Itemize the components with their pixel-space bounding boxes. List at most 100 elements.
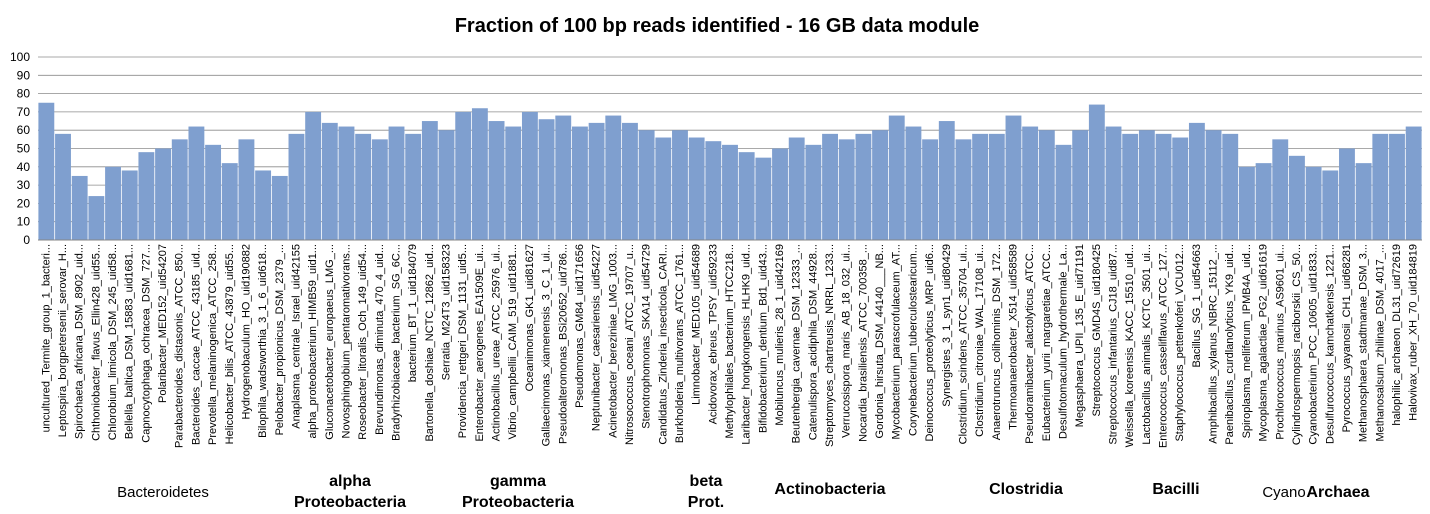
x-tick-label: Brevundimonas_diminuta_470_4_uid... bbox=[374, 244, 386, 435]
bar bbox=[555, 115, 572, 240]
x-tick-label: Gluconacetobacter_europaeus_LMG_... bbox=[324, 244, 336, 440]
bar bbox=[972, 133, 989, 240]
x-tick-label: Candidatus_Zinderia_insecticola_CARI... bbox=[657, 244, 669, 445]
bar bbox=[1188, 122, 1205, 240]
bar bbox=[255, 170, 272, 240]
bar bbox=[822, 133, 838, 240]
y-tick-label: 70 bbox=[17, 105, 31, 119]
x-tick-label: Streptococcus_infantarius_CJ18_uid87... bbox=[1108, 244, 1120, 445]
y-tick-label: 40 bbox=[17, 160, 31, 174]
bar bbox=[1405, 126, 1422, 240]
x-tick-label: Anaerotruncus_colihominis_DSM_172... bbox=[991, 244, 1003, 440]
chart-title: Fraction of 100 bp reads identified - 16… bbox=[455, 15, 980, 37]
x-tick-label: bacterium_BT_1_uid184079 bbox=[407, 244, 419, 382]
x-tick-label: Pseudoalteromonas_BSi20652_uid786... bbox=[557, 244, 569, 444]
x-tick-label: Bellella_baltica_DSM_15883_uid1681... bbox=[124, 244, 136, 439]
y-tick-label: 80 bbox=[17, 87, 31, 101]
bar bbox=[571, 126, 588, 240]
bar bbox=[38, 102, 55, 240]
x-tick-label: Stenotrophomonas_SKA14_uid54729 bbox=[641, 244, 653, 429]
y-tick-label: 20 bbox=[17, 196, 31, 210]
x-tick-label: Gordonia_hirsuta_DSM_44140___NB... bbox=[874, 244, 886, 438]
bar bbox=[1172, 137, 1189, 240]
x-tick-label: Spirochaeta_africana_DSM_8902_uid... bbox=[74, 244, 86, 439]
x-tick-label: Spiroplasma_melliferum_IPMB4A_uid... bbox=[1241, 244, 1253, 438]
bar bbox=[471, 108, 488, 241]
bar bbox=[722, 144, 738, 240]
bar bbox=[872, 130, 889, 240]
bar bbox=[688, 137, 705, 240]
bar bbox=[1389, 133, 1405, 240]
bar bbox=[238, 139, 255, 240]
bar bbox=[855, 133, 872, 240]
bar bbox=[71, 175, 88, 240]
x-tick-label: Enterococcus_casseliflavus_ATCC_127... bbox=[1158, 244, 1170, 448]
x-tick-label: Nitrosococcus_oceani_ATCC_19707_u... bbox=[624, 244, 636, 445]
x-tick-label: Pseudomonas_GM84_uid171656 bbox=[574, 244, 586, 408]
bar bbox=[938, 121, 955, 240]
x-tick-label: Burkholderia_multivorans_ATCC_1761... bbox=[674, 244, 686, 443]
x-tick-label: Providencia_rettgeri_DSM_1131_uid5... bbox=[457, 244, 469, 438]
bar bbox=[305, 111, 322, 241]
bar bbox=[605, 115, 622, 240]
x-tick-label: Methanosphaera_stadtmanae_DSM_3... bbox=[1358, 244, 1370, 442]
group-label-line2: Proteobacteria bbox=[462, 494, 574, 511]
x-tick-label: Lactobacillus_animalis_KCTC_3501_ui... bbox=[1141, 244, 1153, 445]
bar bbox=[438, 130, 455, 240]
bar bbox=[538, 119, 555, 240]
x-tick-label: halophilic_archaeon_DL31_uid72619 bbox=[1391, 244, 1403, 426]
x-tick-label: Mycobacterium_parascrofulaceum_AT... bbox=[891, 244, 903, 439]
bar bbox=[121, 170, 138, 240]
bar bbox=[1272, 139, 1289, 240]
group-label: alpha bbox=[329, 473, 371, 490]
x-tick-label: Novosphingobium_pentaromativorans... bbox=[340, 244, 352, 438]
y-tick-label: 60 bbox=[17, 123, 31, 137]
x-tick-label: Hydrogenobaculum_HO_uid190882 bbox=[240, 244, 252, 420]
x-tick-label: Prochlorococcus_marinus_AS9601_ui... bbox=[1274, 244, 1286, 440]
bar bbox=[1372, 133, 1389, 240]
bar bbox=[355, 133, 372, 240]
x-tick-label: Verrucosispora_maris_AB_18_032_ui... bbox=[841, 244, 853, 438]
x-tick-label: Bradyrhizobiaceae_bacterium_SG_6C... bbox=[391, 244, 403, 441]
y-tick-label: 100 bbox=[10, 50, 30, 64]
group-label-line2: Proteobacteria bbox=[294, 494, 406, 511]
bar bbox=[288, 133, 305, 240]
x-tick-label: Vibrio_campbellii_CAIM_519_uid1881... bbox=[507, 244, 519, 439]
bar bbox=[371, 139, 388, 240]
bar bbox=[1005, 115, 1022, 240]
x-tick-label: Amphibacillus_xylanus_NBRC_15112_... bbox=[1208, 244, 1220, 444]
group-label: Clostridia bbox=[989, 481, 1063, 498]
x-tick-label: Clostridium_scindens_ATCC_35704_ui... bbox=[957, 244, 969, 444]
bar bbox=[588, 122, 605, 240]
bar bbox=[838, 139, 855, 240]
group-label-line2: Prot. bbox=[688, 494, 724, 511]
bar bbox=[405, 133, 422, 240]
x-tick-label: Serratia_M24T3_uid158323 bbox=[441, 244, 453, 380]
bar bbox=[271, 175, 288, 240]
x-tick-label: Prevotella_melaninogenica_ATCC_258... bbox=[207, 244, 219, 445]
bar bbox=[421, 121, 438, 240]
bar bbox=[88, 196, 105, 240]
bar bbox=[155, 148, 171, 240]
bar bbox=[788, 137, 805, 240]
x-tick-label: alpha_proteobacterium_HIMB59_uid1... bbox=[307, 244, 319, 438]
bar bbox=[1088, 104, 1105, 240]
bar bbox=[755, 157, 772, 240]
bar bbox=[1055, 144, 1072, 240]
x-tick-label: Acinetobacter_bereziniae_LMG_1003... bbox=[607, 244, 619, 438]
x-tick-label: Corynebacterium_tuberculostearicum... bbox=[907, 244, 919, 436]
bar bbox=[1155, 133, 1172, 240]
x-tick-label: Laribacter_hongkongensis_HLHK9_uid... bbox=[741, 244, 753, 445]
bar bbox=[188, 126, 205, 240]
y-tick-label: 10 bbox=[17, 215, 31, 229]
bar bbox=[905, 126, 922, 240]
bar bbox=[488, 121, 505, 240]
group-labels: Bacteroidetes alpha Proteobacteria gamma Pro… bbox=[117, 473, 1370, 511]
x-tick-label: Gallaecimonas_xiamenensis_3_C_1_ui... bbox=[541, 244, 553, 446]
bar bbox=[738, 152, 755, 240]
bar bbox=[205, 144, 222, 240]
x-tick-label: Halovivax_ruber_XH_70_uid184819 bbox=[1408, 244, 1420, 421]
x-tick-label: Synergistes_3_1_syn1_uid80429 bbox=[941, 244, 953, 407]
bar bbox=[1289, 155, 1305, 240]
